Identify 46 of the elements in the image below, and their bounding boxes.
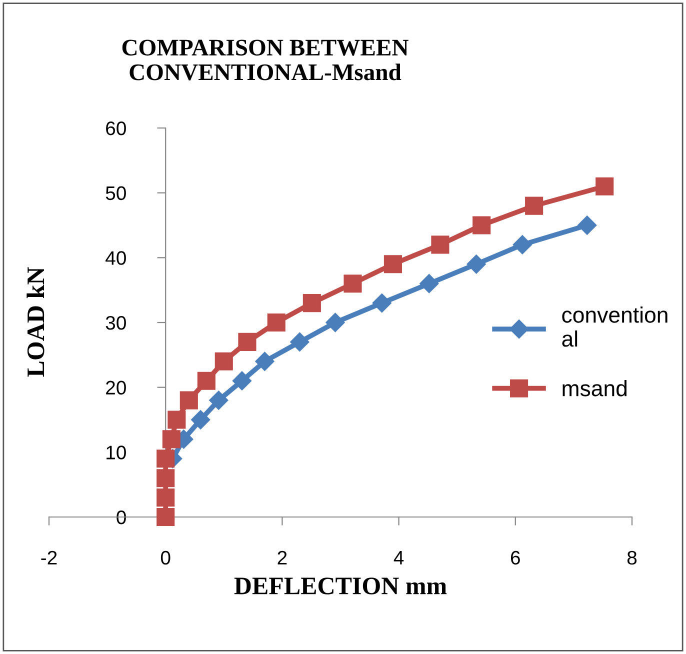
- point: [578, 216, 597, 235]
- y-tick-label: 10: [106, 446, 126, 460]
- point: [255, 352, 274, 371]
- y-tick-label: 50: [106, 186, 126, 200]
- x-axis-title: DEFLECTION mm: [234, 578, 447, 594]
- legend-label: convention al: [562, 306, 668, 347]
- x-tick-label: 0: [160, 550, 170, 565]
- point: [420, 274, 439, 294]
- y-tick-label: 20: [106, 380, 126, 395]
- point: [191, 410, 210, 430]
- y-axis-title: LOAD kN: [26, 267, 44, 377]
- point: [156, 508, 175, 526]
- point: [209, 390, 228, 410]
- x-tick-label: 6: [510, 550, 520, 565]
- point: [214, 352, 233, 370]
- legend-label: msand: [562, 380, 627, 396]
- point: [168, 410, 186, 429]
- point: [267, 313, 286, 332]
- y-tick-label: 60: [106, 121, 126, 136]
- x-tick-label: -2: [41, 550, 57, 564]
- point: [197, 372, 216, 390]
- point: [302, 294, 321, 312]
- point: [596, 177, 614, 196]
- chart-title: COMPARISON BETWEEN CONVENTIONAL-Msand: [122, 40, 408, 80]
- point: [156, 488, 175, 507]
- y-tick-label: 30: [106, 316, 126, 330]
- point: [180, 391, 198, 410]
- point: [162, 430, 180, 448]
- x-tick-label: 4: [394, 551, 404, 564]
- point: [372, 294, 392, 313]
- point: [326, 312, 345, 332]
- point: [384, 255, 402, 274]
- x-tick-label: 2: [278, 550, 287, 564]
- point: [156, 450, 175, 468]
- point: [156, 469, 175, 488]
- point: [290, 332, 310, 352]
- y-tick-label: 40: [106, 251, 126, 265]
- point: [238, 332, 256, 351]
- point: [525, 196, 544, 215]
- point: [466, 254, 486, 274]
- point: [472, 216, 491, 234]
- x-tick-label: 8: [627, 550, 637, 565]
- point: [512, 235, 532, 254]
- point: [431, 236, 450, 254]
- point: [232, 371, 252, 390]
- point: [344, 274, 362, 293]
